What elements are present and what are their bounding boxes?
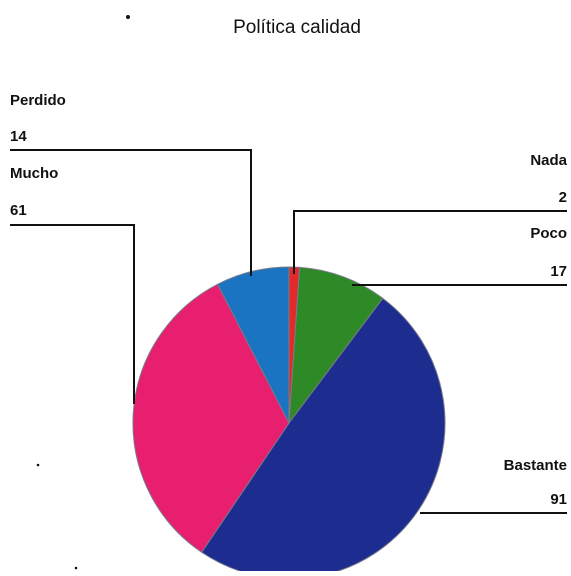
leader-line-mucho: [10, 224, 135, 404]
pie-slices: [132, 266, 446, 576]
chart-title: Política calidad: [233, 17, 361, 38]
leader-lines: [10, 149, 567, 514]
leader-line-perdido: [10, 149, 252, 276]
scan-speck: [74, 566, 78, 570]
slice-labels: Nada 2 Poco 17 Bastante 91 Mucho 61 Perdido 14: [10, 92, 568, 508]
slice-value-bastante: 91: [550, 491, 567, 508]
pie-slice-mucho: [132, 283, 290, 553]
pie-slice-perdido: [216, 266, 290, 424]
slice-value-mucho: 61: [10, 202, 27, 219]
slice-label-poco: Poco: [530, 225, 567, 242]
slice-label-bastante: Bastante: [504, 457, 567, 474]
slice-value-nada: 2: [559, 189, 567, 206]
scan-speck: [36, 463, 40, 467]
slice-label-nada: Nada: [530, 152, 567, 169]
leader-line-nada: [293, 210, 567, 274]
slice-value-poco: 17: [550, 263, 567, 280]
pie-slice-poco: [288, 266, 384, 425]
pie-slice-bastante: [200, 297, 446, 576]
slice-label-mucho: Mucho: [10, 165, 58, 182]
slice-label-perdido: Perdido: [10, 92, 66, 109]
slice-value-perdido: 14: [10, 128, 27, 145]
scan-speck: [126, 15, 130, 19]
